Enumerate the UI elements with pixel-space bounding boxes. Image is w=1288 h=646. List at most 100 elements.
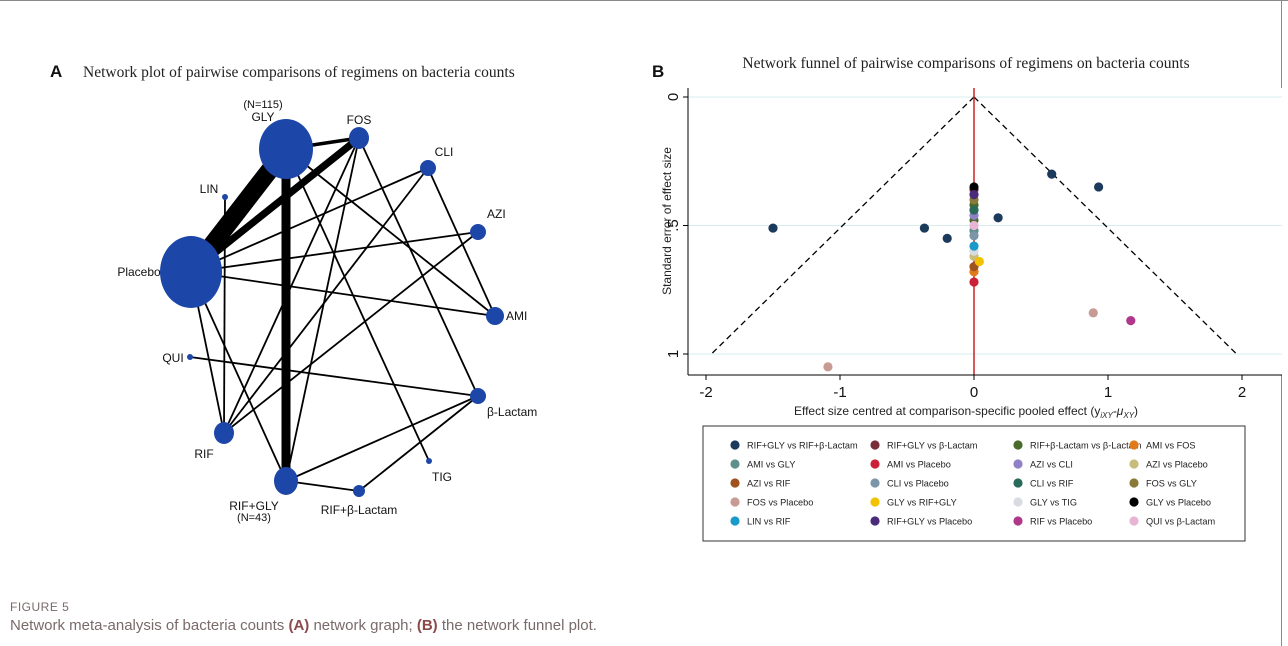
funnel-legend-box xyxy=(702,425,1246,542)
funnel-y-tick-label-2: 1 xyxy=(665,350,682,358)
legend-label-rif-gly-vs-rif-lactam: RIF+GLY vs RIF+β-Lactam xyxy=(747,441,858,451)
legend-marker-rif-vs-placebo xyxy=(1013,516,1023,526)
legend-label-qui-vs-lactam: QUI vs β-Lactam xyxy=(1146,517,1215,527)
edge-blactam-rifblactam xyxy=(358,395,479,492)
node-note-rifgly: (N=43) xyxy=(237,512,271,524)
legend-marker-cli-vs-rif xyxy=(1013,478,1023,488)
node-rifblactam xyxy=(353,485,365,497)
funnel-x-tick-label-4: 2 xyxy=(1238,384,1246,401)
edge-rifgly-rifblactam xyxy=(285,480,360,492)
node-tig xyxy=(426,458,432,464)
legend-marker-gly-vs-tig xyxy=(1013,497,1023,507)
figure-label: FIGURE 5 xyxy=(10,600,70,614)
node-ami xyxy=(486,307,504,325)
point-ami-vs-placebo-0 xyxy=(969,277,979,287)
funnel-x-tick-label-3: 1 xyxy=(1104,384,1112,401)
node-placebo xyxy=(160,236,222,308)
legend-label-ami-vs-gly: AMI vs GLY xyxy=(747,460,795,470)
network-plot-panel: A Network plot of pairwise comparisons o… xyxy=(50,62,537,524)
funnel-x-axis-label-mid: -μ xyxy=(1113,404,1124,418)
node-label-qui: QUI xyxy=(162,351,183,365)
point-lin-vs-rif-0 xyxy=(969,241,979,251)
edge-placebo-fos xyxy=(188,135,362,275)
point-fos-vs-placebo-0 xyxy=(1088,308,1098,318)
funnel-legend: RIF+GLY vs RIF+β-Lactam RIF+GLY vs β-Lact… xyxy=(730,440,1215,527)
legend-label-cli-vs-rif: CLI vs RIF xyxy=(1030,479,1074,489)
funnel-right-boundary xyxy=(973,96,1238,355)
legend-marker-rif-gly-vs-lactam xyxy=(870,440,880,450)
funnel-x-tick-label-0: -2 xyxy=(699,384,712,401)
edge-placebo-rifgly xyxy=(190,271,287,482)
legend-label-ami-vs-fos: AMI vs FOS xyxy=(1146,441,1196,451)
caption-b: (B) xyxy=(416,617,438,634)
edge-lin-rif xyxy=(223,196,226,434)
point-rif-gly-vs-rif-lactam-4 xyxy=(1047,169,1057,179)
funnel-x-axis-label-sub2: XY xyxy=(1122,411,1134,420)
edge-fos-rif xyxy=(223,137,360,434)
point-rif-gly-vs-rif-lactam-5 xyxy=(1094,182,1104,192)
legend-label-fos-vs-placebo: FOS vs Placebo xyxy=(747,498,813,508)
point-gly-vs-rif-gly-0 xyxy=(974,256,984,267)
node-label-blactam: β-Lactam xyxy=(487,405,537,419)
funnel-plot-panel: B Network funnel of pairwise comparisons… xyxy=(652,55,1282,542)
funnel-x-axis-label-main: Effect size centred at comparison-specif… xyxy=(794,404,1100,418)
node-note-gly: (N=115) xyxy=(243,99,282,111)
point-rif-gly-vs-rif-lactam-3 xyxy=(993,213,1003,223)
node-qui xyxy=(187,354,193,360)
node-rif xyxy=(214,422,234,444)
point-rif-gly-vs-rif-lactam-2 xyxy=(942,233,952,243)
node-lin xyxy=(222,194,228,200)
edge-cli-ami xyxy=(427,167,496,317)
legend-marker-qui-vs-lactam xyxy=(1129,516,1139,526)
caption-post: the network funnel plot. xyxy=(437,617,597,634)
legend-label-rif-gly-vs-placebo: RIF+GLY vs Placebo xyxy=(887,517,972,527)
node-label-lin: LIN xyxy=(200,182,219,196)
funnel-x-tick-label-2: 0 xyxy=(970,384,978,401)
legend-label-lin-vs-rif: LIN vs RIF xyxy=(747,517,791,527)
node-label-gly: GLY xyxy=(251,110,274,124)
legend-label-rif-lactam-vs-lactam: RIF+β-Lactam vs β-Lactam xyxy=(1030,441,1142,451)
legend-marker-fos-vs-gly xyxy=(1129,478,1139,488)
funnel-x-tick-label-1: -1 xyxy=(833,384,846,401)
funnel-x-axis-label: Effect size centred at comparison-specif… xyxy=(794,404,1138,420)
funnel-axes: -2 -1 0 1 2 0 .5 1 xyxy=(665,88,1282,401)
funnel-x-axis-label-end: ) xyxy=(1134,404,1138,418)
edge-blactam-rifgly xyxy=(285,395,479,482)
node-label-cli: CLI xyxy=(435,145,454,159)
node-label-rif: RIF xyxy=(194,447,213,461)
legend-label-rif-vs-placebo: RIF vs Placebo xyxy=(1030,517,1092,527)
edge-qui-blactam xyxy=(189,356,479,397)
panel-a-letter: A xyxy=(50,62,62,81)
edge-fos-blactam xyxy=(358,137,479,397)
legend-marker-rif-gly-vs-rif-lactam xyxy=(730,440,740,450)
legend-marker-fos-vs-placebo xyxy=(730,497,740,507)
funnel-points xyxy=(768,169,1136,372)
legend-marker-lin-vs-rif xyxy=(730,516,740,526)
legend-marker-ami-vs-fos xyxy=(1129,440,1139,450)
node-label-rifblactam: RIF+β-Lactam xyxy=(321,503,398,517)
node-gly xyxy=(259,119,313,179)
caption-mid: network graph; xyxy=(309,617,417,634)
legend-marker-azi-vs-placebo xyxy=(1129,459,1139,469)
node-label-ami: AMI xyxy=(506,309,527,323)
edge-azi-rif xyxy=(223,231,479,434)
legend-label-gly-vs-placebo: GLY vs Placebo xyxy=(1146,498,1211,508)
node-label-placebo: Placebo xyxy=(117,265,161,279)
node-label-azi: AZI xyxy=(487,207,506,221)
funnel-plot-background xyxy=(688,88,1282,375)
legend-label-azi-vs-cli: AZI vs CLI xyxy=(1030,460,1073,470)
caption-a: (A) xyxy=(288,617,310,634)
funnel-x-axis-label-sub1: iXY xyxy=(1100,411,1113,420)
point-rif-gly-vs-rif-lactam-1 xyxy=(919,223,930,233)
node-azi xyxy=(470,224,486,240)
legend-label-ami-vs-placebo: AMI vs Placebo xyxy=(887,460,951,470)
frame-top-border xyxy=(0,0,1288,1)
point-rif-vs-placebo-0 xyxy=(1126,315,1136,326)
node-label-tig: TIG xyxy=(432,470,452,484)
legend-marker-gly-vs-placebo xyxy=(1129,497,1139,507)
funnel-title: Network funnel of pairwise comparisons o… xyxy=(742,55,1189,72)
edge-rifgly-fos xyxy=(285,137,360,482)
point-rif-gly-vs-placebo-0 xyxy=(969,190,979,200)
node-fos xyxy=(349,127,369,149)
